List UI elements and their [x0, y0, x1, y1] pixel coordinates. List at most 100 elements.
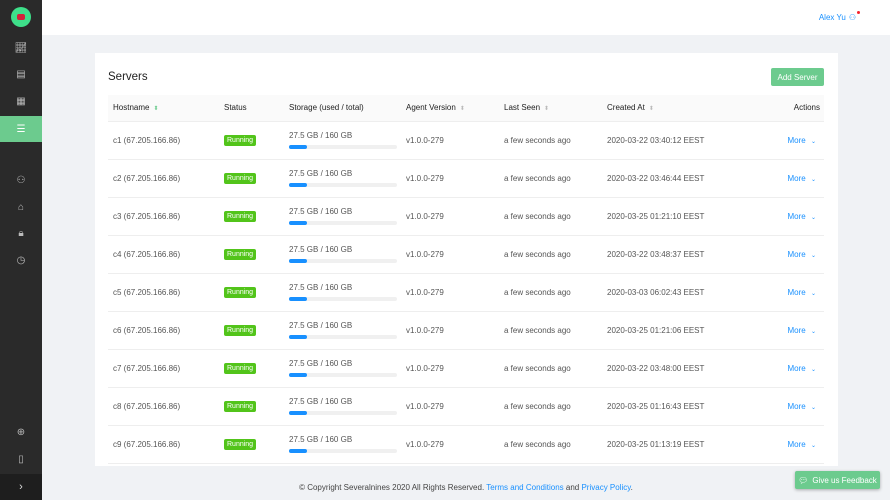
hostname: c4 (67.205.166.86)	[108, 235, 219, 274]
column-agent-version[interactable]: Agent Version ⬍	[401, 95, 499, 122]
agent-version: v1.0.0-279	[401, 235, 499, 274]
logo[interactable]	[11, 7, 31, 27]
sort-icon[interactable]: ⬍	[459, 106, 465, 113]
storage-bar	[289, 335, 397, 339]
chart-icon[interactable]: 📈︎	[14, 42, 28, 54]
storage-text: 27.5 GB / 160 GB	[289, 435, 353, 444]
more-dropdown[interactable]: More ⌄	[752, 235, 824, 274]
user-name: Alex Yu	[818, 13, 846, 22]
status-badge: Running	[224, 134, 257, 146]
storage-bar	[289, 221, 397, 225]
more-dropdown[interactable]: More ⌄	[752, 159, 824, 198]
report-icon[interactable]: ▤	[16, 68, 26, 80]
bank-icon[interactable]: ⌂	[17, 201, 25, 213]
chevron-down-icon: ⌄	[810, 290, 816, 297]
status-cell: Running	[219, 425, 284, 464]
storage-text: 27.5 GB / 160 GB	[289, 131, 353, 140]
lock-icon[interactable]: 🔒︎	[18, 227, 24, 239]
more-label: More	[787, 287, 806, 297]
feedback-button[interactable]: 💬︎ Give us Feedback	[795, 471, 880, 489]
more-dropdown[interactable]: More ⌄	[752, 311, 824, 350]
more-dropdown[interactable]: More ⌄	[752, 121, 824, 160]
status-cell: Running	[219, 197, 284, 236]
column-last-seen[interactable]: Last Seen ⬍	[499, 95, 602, 122]
more-dropdown[interactable]: More ⌄	[752, 273, 824, 312]
created-at: 2020-03-22 03:48:00 EEST	[602, 349, 752, 388]
more-dropdown[interactable]: More ⌄	[752, 197, 824, 236]
privacy-link[interactable]: Privacy Policy	[581, 483, 631, 492]
column-created-at[interactable]: Created At ⬍	[602, 95, 752, 122]
storage-text: 27.5 GB / 160 GB	[289, 169, 353, 178]
expand-sidebar-button[interactable]: ›	[0, 474, 42, 500]
more-dropdown[interactable]: More ⌄	[752, 349, 824, 388]
table-row: c8 (67.205.166.86) Running 27.5 GB / 160…	[108, 387, 824, 426]
more-label: More	[787, 363, 806, 373]
more-dropdown[interactable]: More ⌄	[752, 425, 824, 464]
more-label: More	[787, 135, 806, 145]
storage-bar-fill	[289, 449, 308, 453]
status-cell: Running	[219, 235, 284, 274]
hostname: c7 (67.205.166.86)	[108, 349, 219, 388]
schedule-icon[interactable]: ▦	[16, 95, 26, 107]
sort-icon[interactable]: ⬍	[153, 106, 159, 113]
column-storage: Storage (used / total)	[284, 95, 401, 122]
column-label: Hostname	[113, 103, 150, 113]
storage-bar-fill	[289, 259, 308, 263]
storage-bar-fill	[289, 221, 308, 225]
storage-cell: 27.5 GB / 160 GB	[284, 425, 401, 464]
storage-bar-fill	[289, 297, 308, 301]
add-server-button[interactable]: Add Server	[771, 68, 824, 86]
storage-text: 27.5 GB / 160 GB	[289, 397, 353, 406]
storage-text: 27.5 GB / 160 GB	[289, 283, 353, 292]
hostname: c9 (67.205.166.86)	[108, 425, 219, 464]
sort-icon[interactable]: ⬍	[544, 106, 550, 113]
storage-bar-fill	[289, 373, 308, 377]
copyright-text: © Copyright Severalnines 2020 All Rights…	[299, 483, 485, 492]
docs-icon[interactable]: ▯	[18, 453, 24, 465]
storage-bar	[289, 145, 397, 149]
table-row: c5 (67.205.166.86) Running 27.5 GB / 160…	[108, 273, 824, 312]
last-seen: a few seconds ago	[499, 387, 602, 426]
hostname: c2 (67.205.166.86)	[108, 159, 219, 198]
sort-icon[interactable]: ⬍	[648, 106, 654, 113]
more-dropdown[interactable]: More ⌄	[752, 387, 824, 426]
column-label: Created At	[607, 103, 645, 113]
status-cell: Running	[219, 387, 284, 426]
created-at: 2020-03-22 03:40:12 EEST	[602, 121, 752, 160]
more-label: More	[787, 211, 806, 221]
support-icon[interactable]: ⊕	[16, 426, 26, 438]
table-row: c9 (67.205.166.86) Running 27.5 GB / 160…	[108, 425, 824, 464]
table-row: c6 (67.205.166.86) Running 27.5 GB / 160…	[108, 311, 824, 350]
footer: © Copyright Severalnines 2020 All Rights…	[42, 483, 890, 492]
column-actions: Actions	[752, 95, 824, 122]
user-icon[interactable]: ⚇	[16, 174, 26, 186]
chevron-down-icon: ⌄	[810, 366, 816, 373]
column-hostname[interactable]: Hostname ⬍	[108, 95, 219, 122]
storage-cell: 27.5 GB / 160 GB	[284, 235, 401, 274]
agent-version: v1.0.0-279	[401, 387, 499, 426]
top-header: Alex Yu ⚇	[42, 0, 890, 35]
notification-dot	[857, 11, 860, 14]
status-badge: Running	[224, 438, 257, 450]
storage-bar-fill	[289, 335, 308, 339]
servers-icon[interactable]: ☰	[0, 116, 42, 142]
history-icon[interactable]: ◷	[16, 254, 26, 266]
hostname: c1 (67.205.166.86)	[108, 121, 219, 160]
hostname: c3 (67.205.166.86)	[108, 197, 219, 236]
status-badge: Running	[224, 324, 257, 336]
status-cell: Running	[219, 349, 284, 388]
servers-table: Hostname ⬍ Status Storage (used / total) …	[108, 95, 824, 464]
last-seen: a few seconds ago	[499, 311, 602, 350]
agent-version: v1.0.0-279	[401, 273, 499, 312]
storage-cell: 27.5 GB / 160 GB	[284, 159, 401, 198]
more-label: More	[787, 249, 806, 259]
storage-bar-fill	[289, 145, 308, 149]
terms-link[interactable]: Terms and Conditions	[486, 483, 564, 492]
chevron-down-icon: ⌄	[810, 214, 816, 221]
last-seen: a few seconds ago	[499, 235, 602, 274]
hostname: c8 (67.205.166.86)	[108, 387, 219, 426]
storage-bar-fill	[289, 411, 308, 415]
user-menu[interactable]: Alex Yu ⚇	[818, 11, 860, 22]
table-row: c4 (67.205.166.86) Running 27.5 GB / 160…	[108, 235, 824, 274]
period-text: .	[630, 483, 633, 492]
